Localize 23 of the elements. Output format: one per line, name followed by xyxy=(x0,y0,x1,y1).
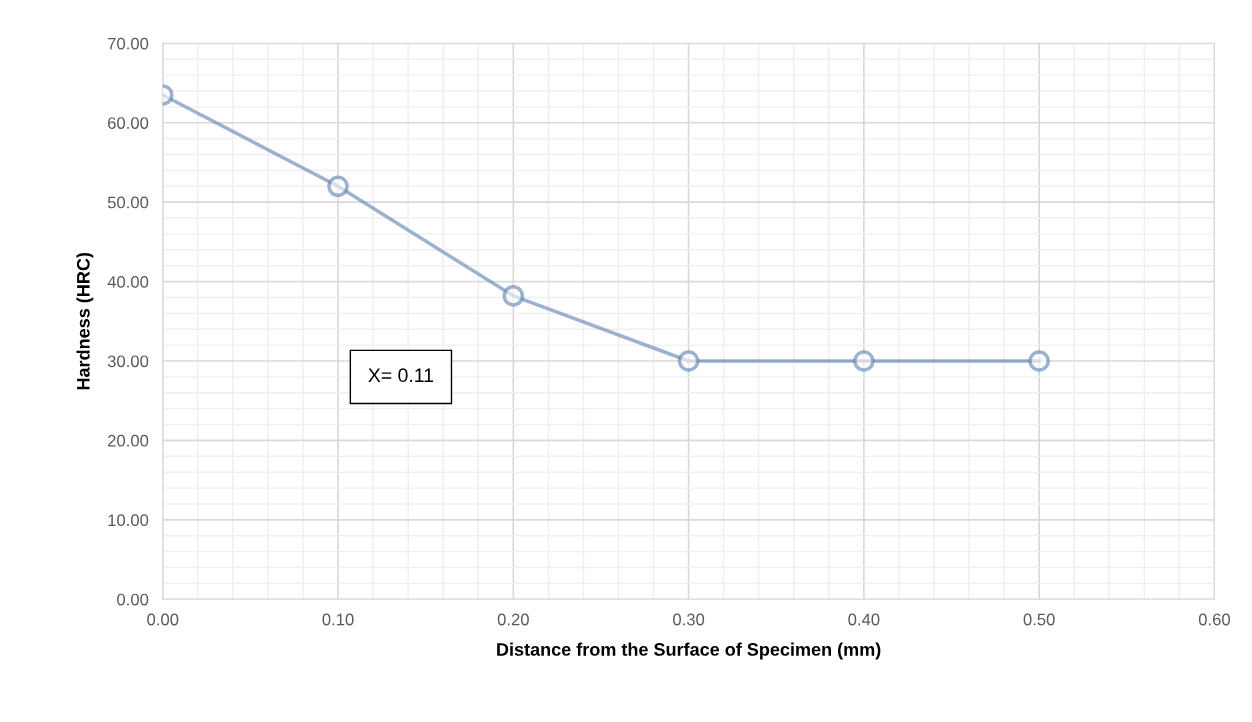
y-tick-label: 10.00 xyxy=(108,514,149,527)
point xyxy=(853,350,875,372)
x-tick-label: 0.30 xyxy=(673,613,705,626)
x-tick-label: 0.10 xyxy=(322,613,354,626)
x-tick-label: 0.60 xyxy=(1198,613,1231,626)
y-tick-label: 70.00 xyxy=(108,37,149,50)
y-tick-label: 40.00 xyxy=(107,275,149,288)
y-tick-label: 30.00 xyxy=(107,355,149,368)
x-tick-label: 0.50 xyxy=(1023,613,1055,626)
y-tick-label: 50.00 xyxy=(107,196,149,209)
x-tick-label: 0.00 xyxy=(147,613,179,626)
point xyxy=(502,285,525,307)
point xyxy=(327,175,349,198)
y-tick-label: 60.00 xyxy=(108,117,149,129)
x-axis-title: Distance from the Surface of Specimen (mm) xyxy=(497,642,881,660)
annotation: X= 0.11 xyxy=(368,368,434,383)
x-tick-label: 0.40 xyxy=(848,613,880,626)
y-tick-label: 0.00 xyxy=(117,593,149,606)
point xyxy=(677,350,700,372)
x-tick-label: 0.20 xyxy=(497,613,529,626)
point xyxy=(1028,350,1050,372)
y-axis-title: Hardness (HRC) xyxy=(76,252,94,390)
y-tick-label: 20.00 xyxy=(108,434,149,447)
